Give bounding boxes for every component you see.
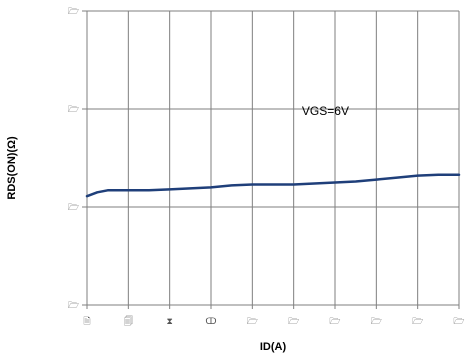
y-tick-label: 🗁 (68, 6, 79, 16)
y-tick-label: 🗁 (68, 300, 79, 310)
x-axis-title: ID(A) (260, 341, 287, 353)
y-tick-label: 🗁 (68, 104, 79, 114)
grid (87, 10, 460, 305)
series-layer (85, 173, 461, 198)
x-tick-label: 🗁 (247, 316, 258, 326)
x-tick-label: ↀ (205, 316, 216, 326)
x-tick-label: 🗁 (371, 316, 382, 326)
y-tick-labels: 🗁 🗁 🗁 🗁 (68, 6, 79, 310)
x-tick-label: 🗐 (124, 316, 133, 326)
x-tick-label: 🗁 (412, 316, 423, 326)
axes (82, 10, 460, 309)
x-tick-label: 🗁 (288, 316, 299, 326)
x-tick-label: 🗎 (83, 316, 90, 326)
y-tick-label: 🗁 (68, 202, 79, 212)
y-axis-title: RDS(ON)(Ω) (6, 136, 18, 200)
series-annotation: VGS=6V (302, 104, 349, 118)
x-tick-labels: 🗎 🗐 ⧗ ↀ 🗁 🗁 🗁 🗁 🗁 🗁 (83, 316, 464, 326)
x-tick-label: ⧗ (167, 316, 173, 326)
x-tick-label: 🗁 (453, 316, 464, 326)
x-tick-label: 🗁 (329, 316, 340, 326)
series-line (85, 173, 461, 198)
